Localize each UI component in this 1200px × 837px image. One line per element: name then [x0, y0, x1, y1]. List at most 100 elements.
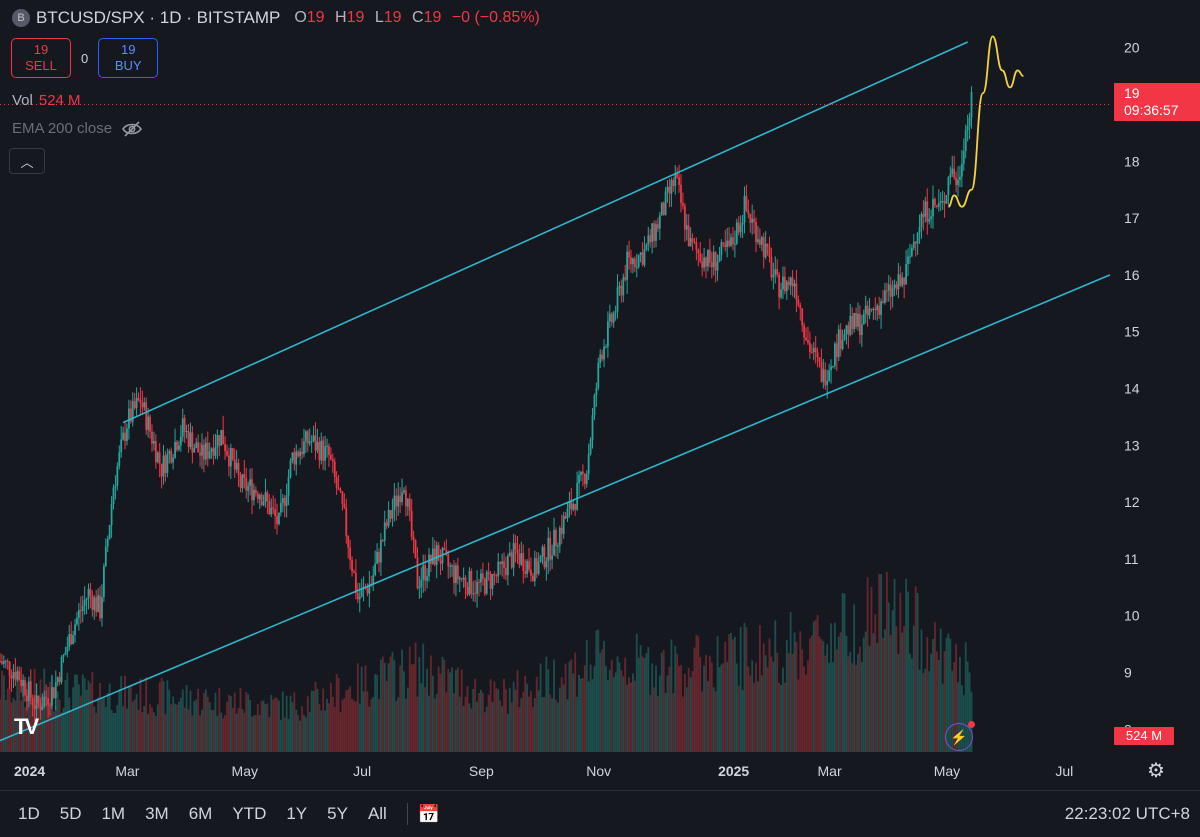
- candle-body: [358, 596, 361, 600]
- volume-bar: [764, 655, 767, 752]
- volume-bar: [343, 698, 346, 752]
- volume-bar: [247, 694, 250, 752]
- candle-body: [510, 552, 513, 568]
- sell-button[interactable]: 19 SELL: [11, 38, 71, 78]
- volume-bar: [418, 657, 421, 752]
- candle-body: [376, 551, 378, 564]
- price-chart[interactable]: 891011121314151617181920 2024MarMayJulSe…: [0, 0, 1200, 790]
- gear-icon[interactable]: ⚙: [1147, 760, 1165, 782]
- volume-bar: [903, 626, 906, 752]
- candle-body: [329, 454, 332, 460]
- range-5y[interactable]: 5Y: [327, 804, 348, 823]
- candle-body: [514, 543, 517, 550]
- volume-bar: [758, 625, 761, 752]
- candle-body: [951, 168, 954, 174]
- candle-body: [268, 500, 271, 515]
- candle-body: [722, 242, 725, 244]
- candle-body: [874, 308, 877, 311]
- range-6m[interactable]: 6M: [188, 804, 213, 823]
- candle-body: [505, 567, 507, 576]
- volume-bar: [114, 713, 117, 752]
- volume-bar: [10, 702, 13, 752]
- candle-body: [66, 647, 69, 653]
- volume-legend[interactable]: Vol 524 M: [12, 92, 81, 109]
- volume-bar: [49, 681, 51, 752]
- candle-body: [697, 249, 700, 254]
- ema-legend[interactable]: EMA 200 close: [12, 120, 143, 137]
- volume-bar: [470, 708, 473, 752]
- volume-bar: [47, 700, 49, 752]
- symbol-title[interactable]: BTCUSD/SPX · 1D · BITSTAMP: [36, 8, 281, 27]
- candle-body: [451, 565, 453, 567]
- candle-body: [691, 238, 694, 242]
- range-3m[interactable]: 3M: [145, 804, 169, 823]
- candle-body: [780, 289, 782, 298]
- volume-bar: [674, 645, 677, 752]
- volume-bar: [258, 714, 261, 752]
- candle-body: [453, 565, 455, 583]
- range-5d[interactable]: 5D: [59, 804, 82, 823]
- volume-bar: [658, 675, 661, 752]
- volume-bar: [545, 656, 548, 752]
- last-price-tag: 19 09:36:57: [1114, 83, 1200, 121]
- candle-body: [805, 337, 807, 341]
- candle-body: [593, 395, 596, 416]
- lightning-icon[interactable]: ⚡: [945, 721, 975, 751]
- volume-bar: [85, 690, 88, 752]
- candle-body: [535, 557, 538, 574]
- candle-body: [341, 491, 344, 504]
- candle-body: [876, 305, 879, 311]
- ema-label: EMA 200 close: [12, 120, 113, 137]
- collapse-legend-button[interactable]: ︿: [9, 148, 45, 174]
- volume-bar: [868, 645, 871, 752]
- candle-body: [83, 600, 86, 606]
- candle-body: [102, 565, 105, 598]
- y-tick-label: 20: [1124, 40, 1140, 56]
- volume-bar: [179, 697, 182, 752]
- range-1m[interactable]: 1M: [101, 804, 126, 823]
- candle-body: [868, 308, 871, 316]
- symbol-legend: B BTCUSD/SPX · 1D · BITSTAMP O19 H19 L19…: [12, 8, 546, 28]
- candle-body: [793, 283, 796, 287]
- volume-bar: [710, 662, 713, 752]
- volume-bar: [208, 702, 211, 752]
- candle-body: [405, 490, 407, 507]
- buy-button[interactable]: 19 BUY: [98, 38, 159, 78]
- last-price-value: 19: [1124, 85, 1140, 101]
- date-range-icon[interactable]: 📅: [417, 803, 441, 824]
- range-1d[interactable]: 1D: [18, 804, 40, 823]
- candle-body: [812, 347, 815, 353]
- candle-body: [935, 205, 938, 207]
- volume-bar: [712, 687, 715, 752]
- candle-body: [233, 459, 236, 470]
- candle-body: [445, 550, 448, 555]
- candle-body: [122, 432, 125, 440]
- candle-body: [585, 474, 588, 484]
- candle-body: [818, 357, 821, 362]
- candle-body: [95, 597, 98, 612]
- candle-body: [666, 186, 669, 192]
- volume-bar: [8, 667, 11, 752]
- candle-body: [626, 251, 629, 280]
- range-1y[interactable]: 1Y: [286, 804, 308, 823]
- volume-bar: [358, 703, 361, 752]
- tradingview-logo[interactable]: TV: [14, 714, 39, 739]
- volume-bar: [137, 709, 140, 752]
- candle-body: [755, 221, 757, 243]
- volume-bar: [162, 681, 165, 752]
- volume-bar: [907, 591, 909, 752]
- volume-bar: [385, 681, 388, 752]
- volume-bar: [210, 710, 213, 752]
- volume-bar: [347, 689, 350, 752]
- range-ytd[interactable]: YTD: [232, 804, 267, 823]
- candle-body: [289, 460, 292, 477]
- eye-off-icon[interactable]: [122, 120, 143, 137]
- volume-bar: [930, 653, 932, 752]
- candle-body: [637, 254, 640, 267]
- range-all[interactable]: All: [367, 804, 387, 823]
- timezone-clock[interactable]: 22:23:02 UTC+8: [1064, 804, 1190, 823]
- candle-body: [843, 334, 846, 341]
- candle-body: [503, 561, 505, 568]
- volume-bar: [368, 706, 371, 752]
- sell-label: SELL: [25, 58, 57, 73]
